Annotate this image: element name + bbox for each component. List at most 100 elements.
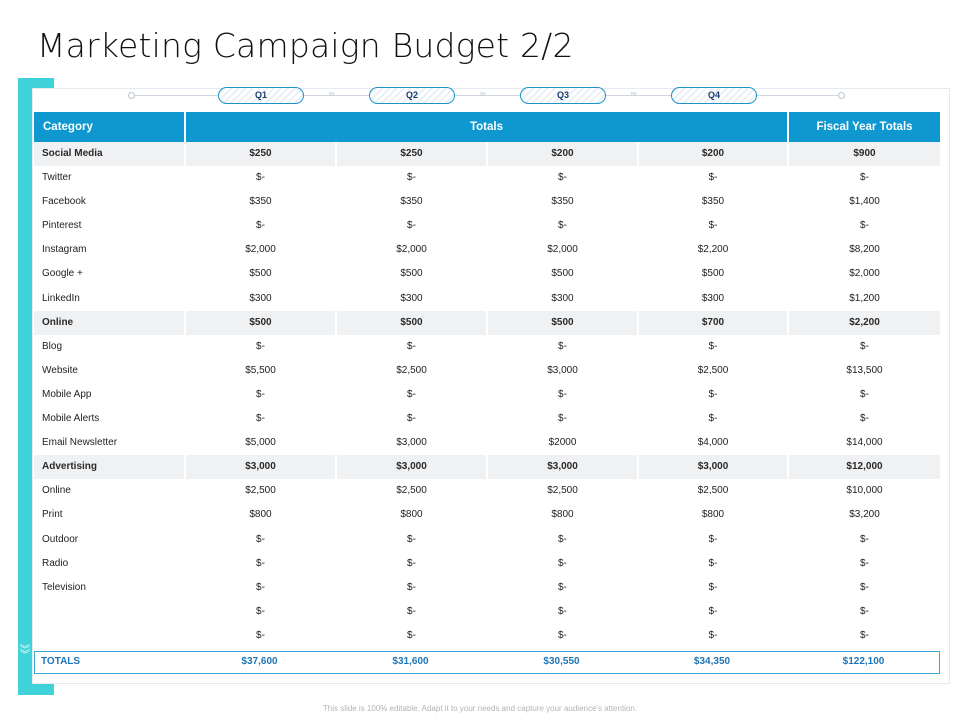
cell-q2: $- (407, 629, 416, 641)
table-row: $- $- $- $- $- (34, 600, 940, 624)
cell-q1: $- (256, 629, 265, 641)
row-category: Facebook (42, 196, 86, 208)
quarter-pill-q4[interactable]: Q4 (671, 87, 757, 104)
cell-q1: $5,000 (245, 437, 276, 449)
row-category: Mobile Alerts (42, 413, 100, 425)
footer-note: This slide is 100% editable. Adapt it to… (322, 704, 638, 713)
totals-fiscal-year: $122,100 (842, 656, 885, 667)
cell-q1: $- (256, 340, 265, 352)
arrows-icon: ››› (630, 88, 637, 98)
cell-q2: $500 (337, 310, 486, 335)
row-category: Website (42, 364, 78, 376)
cell-q4: $- (708, 533, 718, 545)
cell-q3: $- (558, 340, 567, 352)
group-row: Social Media $250 $250 $200 $200 $900 (34, 142, 940, 167)
cell-q3: $- (558, 581, 567, 593)
arrows-icon: ››› (479, 88, 486, 98)
table-row: Outdoor $- $- $- $- $- (34, 528, 940, 552)
cell-q4: $2,500 (697, 364, 729, 376)
table-row: Twitter $- $- $- $- $- (34, 166, 940, 190)
group-row: Advertising $3,000 $3,000 $3,000 $3,000 $12,0… (34, 455, 940, 480)
cell-q4: $- (708, 388, 718, 400)
cell-q3: $- (558, 629, 567, 641)
row-category: Advertising (34, 455, 184, 480)
row-category: Online (42, 485, 71, 497)
cell-q3: $- (558, 605, 567, 617)
table-row: Email Newsletter $5,000 $3,000 $2000 $4,000 $… (34, 431, 940, 455)
row-category: Twitter (42, 172, 72, 184)
cell-fiscal-year: $900 (789, 142, 940, 167)
row-category: Google + (42, 268, 83, 280)
cell-fiscal-year: $13,500 (846, 364, 883, 376)
cell-q4: $300 (701, 292, 725, 304)
row-category (34, 624, 184, 648)
cell-q3: $800 (551, 509, 574, 521)
cell-q1: $300 (249, 292, 272, 304)
table-row: Google + $500 $500 $500 $500 $2,000 (34, 262, 940, 286)
cell-q3: $300 (551, 292, 574, 304)
cell-q3: $- (558, 557, 567, 569)
totals-q4: $34,350 (693, 656, 731, 667)
cell-q4: $- (708, 220, 718, 232)
cell-q2: $- (407, 413, 416, 425)
cell-q1: $- (256, 605, 265, 617)
cell-q4: $4,000 (697, 437, 729, 449)
quarter-pill-q1[interactable]: Q1 (218, 87, 304, 104)
content-panel (32, 88, 950, 684)
row-category: Print (42, 509, 63, 521)
cell-q3: $2000 (548, 437, 577, 449)
cell-q2: $- (407, 581, 416, 593)
cell-q3: $500 (551, 268, 574, 280)
cell-q2: $500 (400, 268, 423, 280)
cell-fiscal-year: $- (860, 605, 869, 617)
cell-q3: $2,000 (547, 244, 578, 256)
cell-q1: $- (256, 172, 265, 184)
group-row: Online $500 $500 $500 $700 $2,200 (34, 310, 940, 335)
cell-fiscal-year: $8,200 (849, 244, 880, 256)
header-category: Category (34, 112, 184, 142)
row-category: Pinterest (42, 220, 82, 232)
table-row: Online $2,500 $2,500 $2,500 $2,500 $10,000 (34, 479, 940, 503)
cell-q4: $500 (701, 268, 725, 280)
totals-q2: $31,600 (392, 656, 429, 667)
timeline-end-dot (838, 92, 845, 99)
cell-q4: $- (708, 413, 718, 425)
row-category: LinkedIn (42, 292, 80, 304)
cell-q2: $800 (400, 509, 423, 521)
table-row: Facebook $350 $350 $350 $350 $1,400 (34, 190, 940, 214)
row-category: Email Newsletter (42, 437, 118, 449)
cell-q1: $500 (249, 268, 272, 280)
cell-fiscal-year: $- (860, 629, 869, 641)
cell-q4: $350 (701, 196, 725, 208)
cell-q1: $5,500 (245, 364, 276, 376)
cell-q3: $350 (551, 196, 574, 208)
cell-q2: $2,500 (396, 364, 427, 376)
table-row: Pinterest $- $- $- $- $- (34, 214, 940, 238)
cell-q4: $2,500 (697, 485, 729, 497)
cell-fiscal-year: $3,200 (849, 509, 880, 521)
cell-q4: $- (708, 605, 718, 617)
budget-table: Category Totals Fiscal Year Totals Socia… (34, 112, 940, 648)
quarter-pill-q2[interactable]: Q2 (369, 87, 455, 104)
row-category: Television (42, 581, 86, 593)
table-row: Mobile App $- $- $- $- $- (34, 383, 940, 407)
slide-title: Marketing Campaign Budget 2/2 (37, 26, 574, 65)
cell-q2: $2,000 (396, 244, 427, 256)
arrows-icon: ››› (328, 88, 335, 98)
cell-fiscal-year: $1,200 (849, 292, 880, 304)
cell-fiscal-year: $2,200 (789, 310, 940, 335)
quarter-pill-q3[interactable]: Q3 (520, 87, 606, 104)
cell-q3: $- (558, 413, 567, 425)
table-row: Mobile Alerts $- $- $- $- $- (34, 407, 940, 431)
header-fiscal-year-totals: Fiscal Year Totals (789, 112, 940, 142)
cell-q3: $3,000 (488, 455, 637, 480)
cell-q3: $500 (488, 310, 637, 335)
cell-q3: $3,000 (547, 364, 578, 376)
cell-q4: $- (708, 581, 718, 593)
cell-q4: $800 (701, 509, 725, 521)
table-row: Radio $- $- $- $- $- (34, 552, 940, 576)
row-category: Blog (42, 340, 63, 352)
cell-q3: $2,500 (547, 485, 578, 497)
cell-q3: $- (558, 220, 567, 232)
cell-q1: $2,000 (245, 244, 276, 256)
